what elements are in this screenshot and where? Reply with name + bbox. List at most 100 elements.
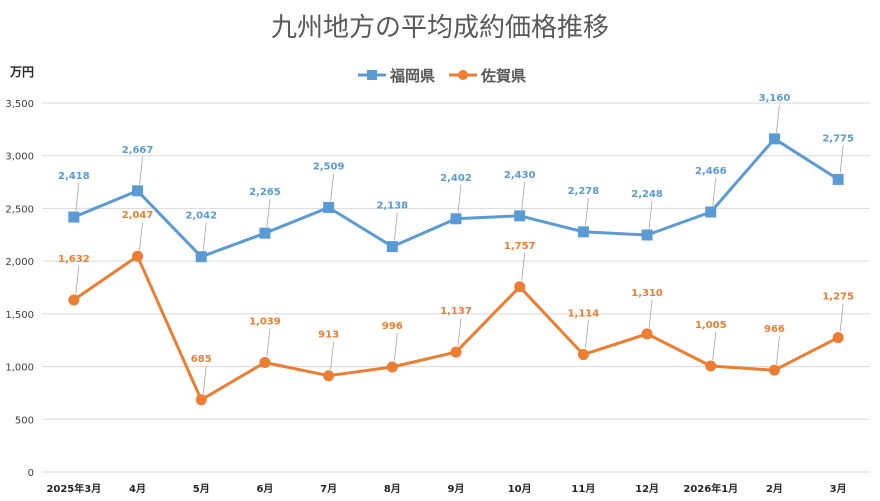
x-axis: 2025年3月 4月 5月 6月 7月 8月 9月 10月 11月 12月 2026年1月 2月 3月 bbox=[46, 482, 846, 495]
legend-marker bbox=[367, 70, 377, 80]
chart-title: 九州地方の平均成約価格推移 bbox=[271, 13, 609, 43]
y-tick-label: 1,500 bbox=[5, 310, 34, 321]
data-point bbox=[68, 211, 80, 223]
leader-line bbox=[457, 184, 462, 213]
leader-line bbox=[521, 181, 526, 210]
leader-line bbox=[266, 328, 271, 357]
leader-line bbox=[330, 173, 335, 202]
x-tick-label: 7月 bbox=[320, 483, 337, 495]
data-label: 2,278 bbox=[568, 186, 600, 197]
series-group: 1,632 2,047 685 1,039 913 996 1,137 1,757 1,114 1… bbox=[58, 210, 854, 406]
data-point bbox=[450, 346, 462, 358]
data-point bbox=[132, 185, 144, 197]
data-point bbox=[514, 281, 526, 293]
data-point bbox=[323, 201, 335, 213]
data-label: 1,632 bbox=[58, 254, 90, 265]
series-line bbox=[73, 137, 840, 259]
y-axis-unit: 万円 bbox=[9, 65, 34, 79]
data-label: 2,265 bbox=[249, 187, 281, 198]
data-label: 1,039 bbox=[249, 316, 281, 327]
data-label: 2,667 bbox=[122, 145, 154, 156]
leader-line bbox=[776, 336, 780, 365]
x-tick-label: 2月 bbox=[766, 483, 783, 495]
data-label: 1,114 bbox=[568, 309, 600, 320]
data-point bbox=[832, 173, 844, 185]
data-point bbox=[259, 356, 271, 368]
x-tick-label: 5月 bbox=[193, 483, 210, 495]
data-label: 3,160 bbox=[759, 93, 791, 104]
leader-line bbox=[75, 183, 80, 212]
data-point bbox=[832, 332, 844, 344]
y-tick-label: 1,000 bbox=[5, 363, 34, 374]
leader-line bbox=[648, 299, 653, 328]
data-point bbox=[450, 213, 462, 225]
leader-line bbox=[521, 252, 526, 281]
gridlines bbox=[42, 102, 870, 473]
data-point bbox=[68, 294, 80, 306]
data-label: 685 bbox=[191, 354, 212, 365]
series-group: 2,418 2,667 2,042 2,265 2,509 2,138 2,402 2,430… bbox=[58, 93, 854, 263]
x-tick-label: 9月 bbox=[448, 483, 465, 495]
data-point bbox=[768, 364, 780, 376]
data-label: 1,310 bbox=[631, 288, 663, 299]
leader-line bbox=[584, 320, 589, 349]
leader-line bbox=[839, 303, 844, 332]
data-label: 2,402 bbox=[440, 173, 472, 184]
data-label: 1,757 bbox=[504, 241, 536, 252]
data-point bbox=[705, 206, 717, 218]
leader-line bbox=[584, 197, 589, 226]
leader-line bbox=[712, 332, 717, 361]
data-point bbox=[386, 241, 398, 253]
data-label: 2,047 bbox=[122, 210, 154, 221]
leader-line bbox=[776, 104, 780, 133]
leader-line bbox=[648, 200, 653, 230]
x-tick-label: 11月 bbox=[571, 483, 595, 495]
legend: 福岡県 佐賀県 bbox=[358, 67, 526, 85]
y-tick-label: 3,000 bbox=[5, 152, 34, 163]
data-point bbox=[768, 133, 780, 145]
data-point bbox=[641, 328, 653, 340]
x-tick-label: 8月 bbox=[384, 483, 401, 495]
x-tick-label: 12月 bbox=[635, 483, 659, 495]
data-label: 2,138 bbox=[376, 201, 408, 212]
x-tick-label: 4月 bbox=[129, 483, 146, 495]
x-tick-label: 2025年3月 bbox=[46, 482, 101, 495]
leader-line bbox=[330, 341, 335, 370]
legend-label: 佐賀県 bbox=[480, 67, 526, 85]
data-point bbox=[195, 251, 207, 263]
data-label: 1,137 bbox=[440, 306, 472, 317]
leader-line bbox=[75, 265, 80, 294]
y-axis: 0 500 1,000 1,500 2,000 2,500 3,000 3,500 bbox=[5, 99, 34, 479]
legend-label: 福岡県 bbox=[389, 67, 435, 85]
y-tick-label: 500 bbox=[15, 415, 34, 426]
leader-line bbox=[139, 222, 143, 251]
leader-line bbox=[712, 177, 717, 207]
data-point bbox=[514, 210, 526, 222]
data-label: 1,275 bbox=[822, 292, 854, 303]
data-label: 913 bbox=[318, 330, 339, 341]
leader-line bbox=[393, 332, 398, 362]
data-label: 966 bbox=[764, 324, 785, 335]
data-point bbox=[386, 361, 398, 373]
data-point bbox=[577, 349, 589, 361]
leader-line bbox=[266, 199, 271, 228]
data-label: 2,466 bbox=[695, 166, 727, 177]
data-point bbox=[195, 394, 207, 406]
series: 2,418 2,667 2,042 2,265 2,509 2,138 2,402 2,430… bbox=[58, 93, 854, 406]
data-label: 2,509 bbox=[313, 161, 345, 172]
x-tick-label: 10月 bbox=[508, 483, 532, 495]
leader-line bbox=[139, 156, 143, 185]
x-tick-label: 6月 bbox=[256, 483, 273, 495]
data-label: 2,775 bbox=[822, 133, 854, 144]
data-label: 1,005 bbox=[695, 320, 727, 331]
data-point bbox=[577, 226, 589, 238]
data-point bbox=[132, 250, 144, 262]
x-tick-label: 2026年1月 bbox=[683, 482, 738, 495]
y-tick-label: 3,500 bbox=[5, 99, 34, 110]
x-tick-label: 3月 bbox=[830, 483, 847, 495]
leader-line bbox=[839, 145, 844, 174]
leader-line bbox=[457, 318, 462, 347]
data-point bbox=[323, 370, 335, 382]
data-label: 2,430 bbox=[504, 170, 536, 181]
